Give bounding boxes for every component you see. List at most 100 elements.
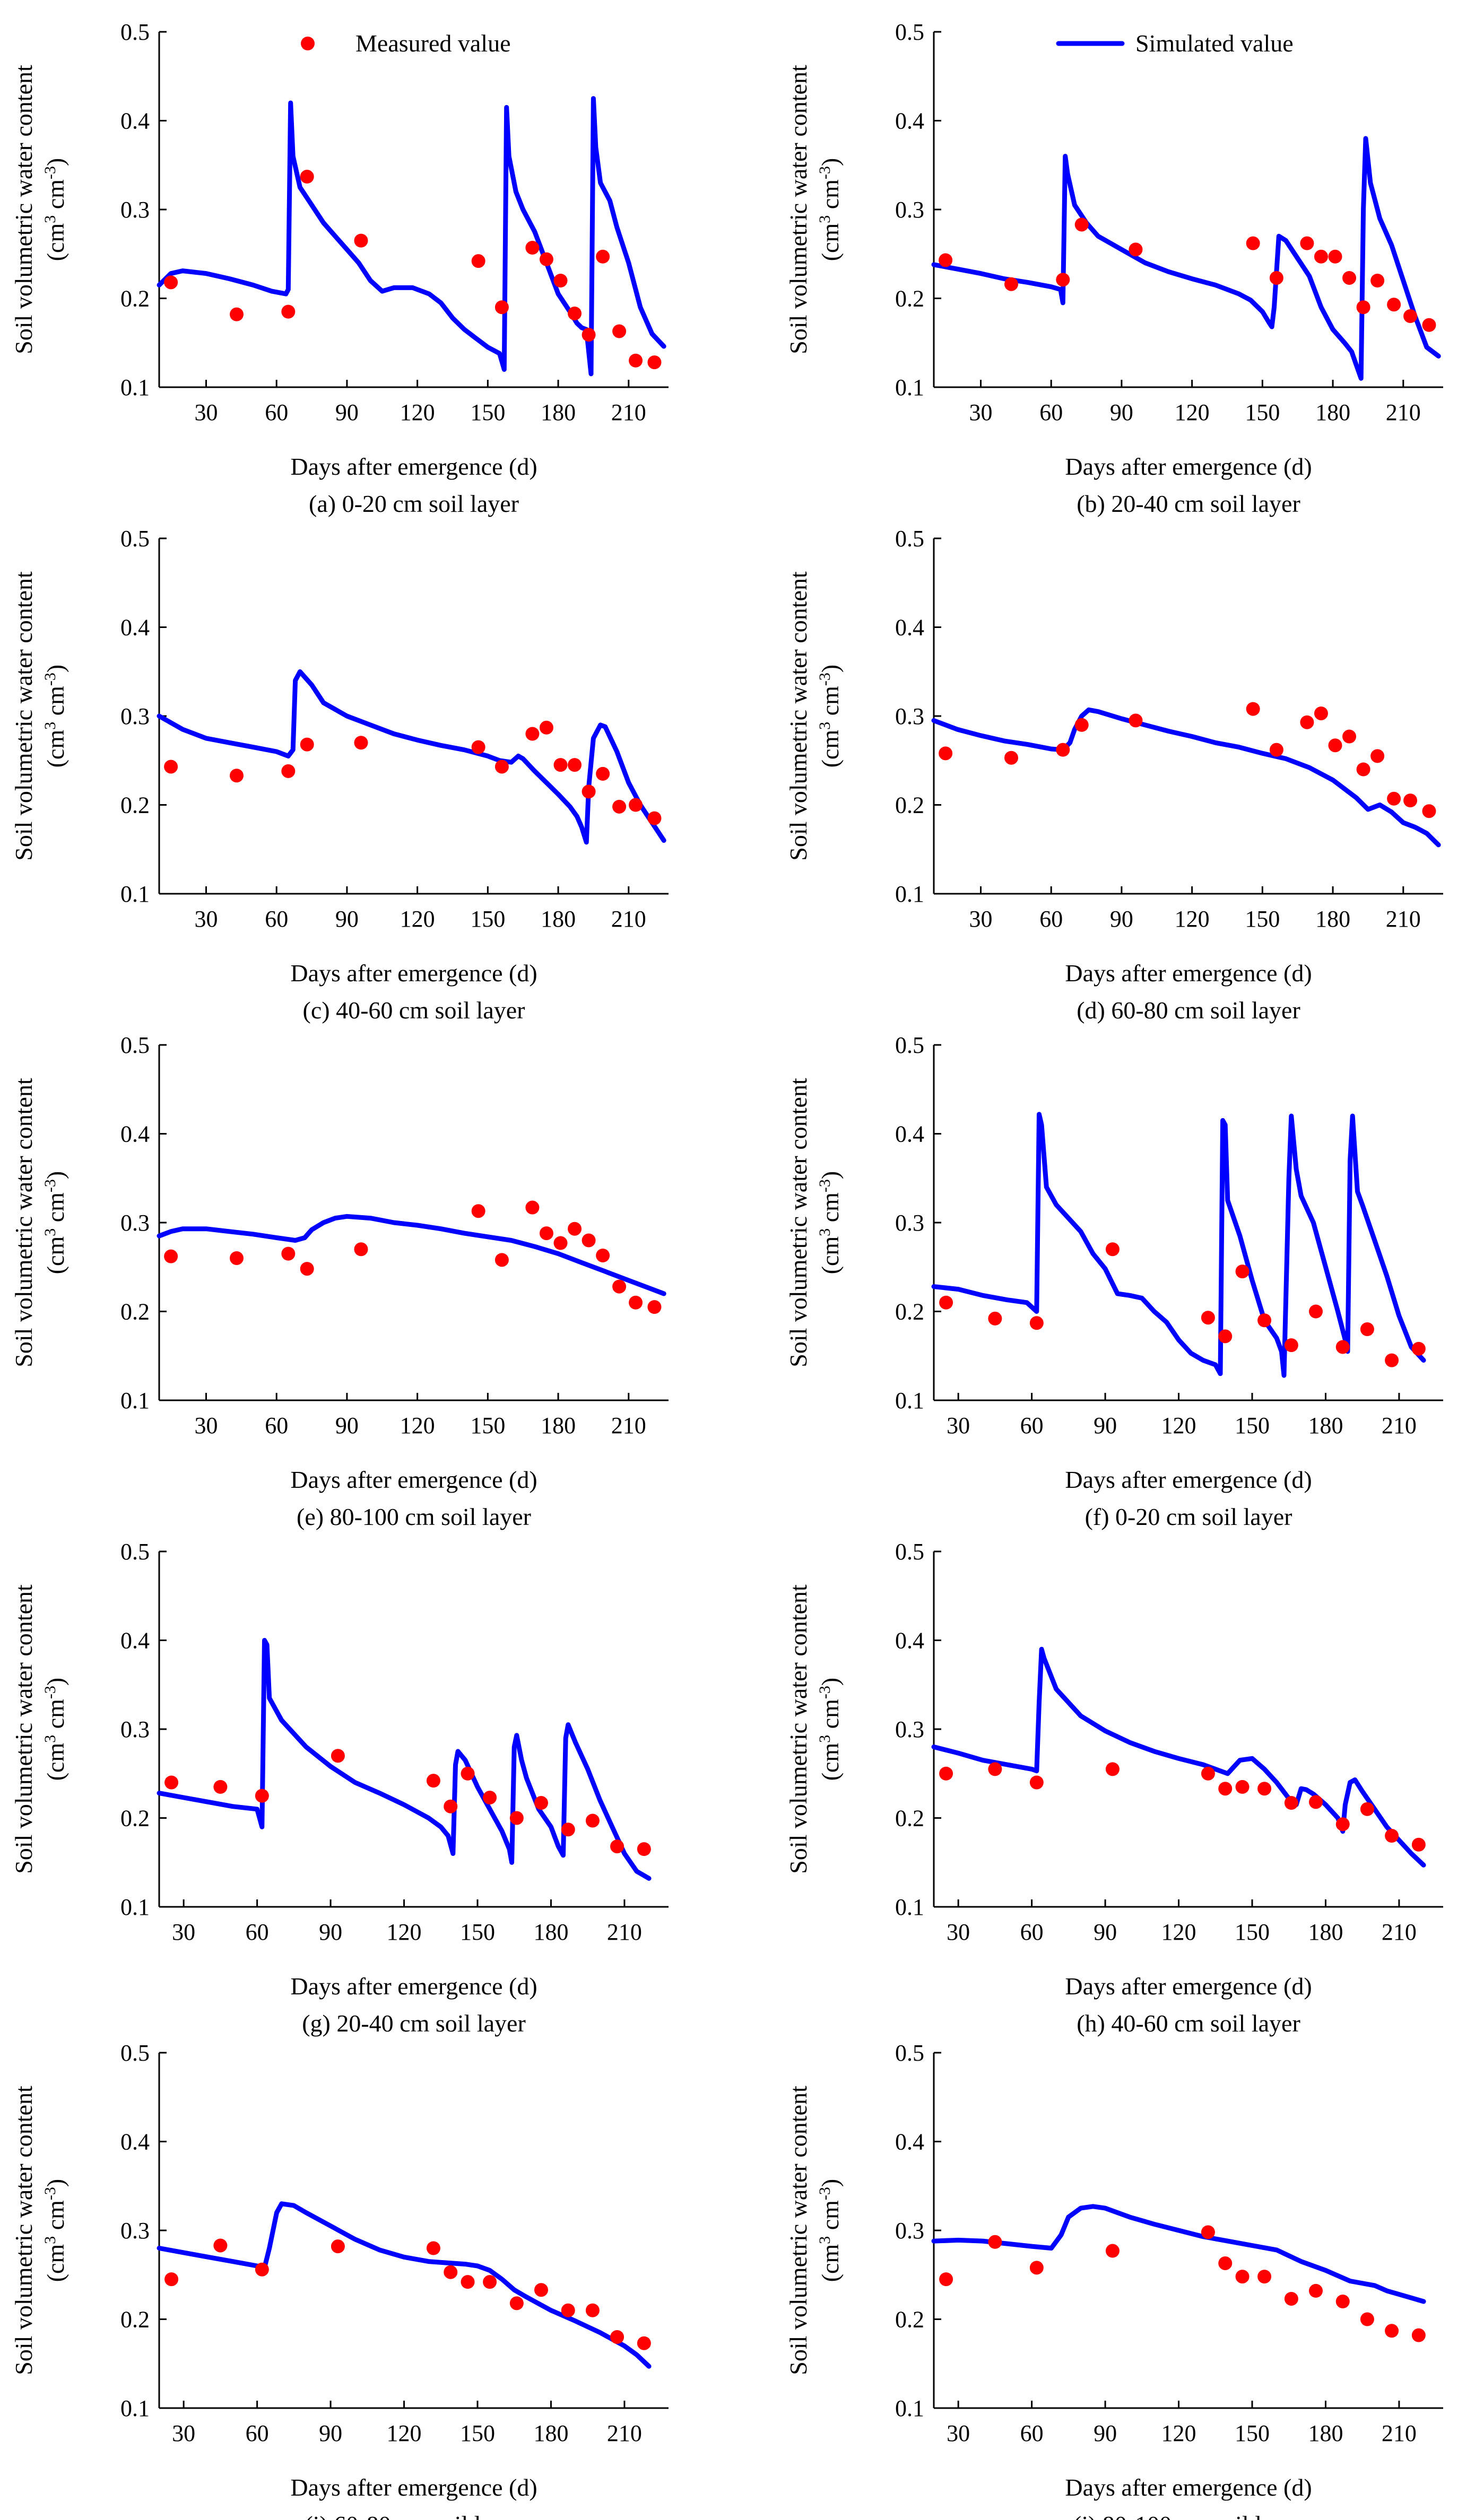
measured-point: [629, 798, 643, 812]
measured-point: [1403, 794, 1418, 808]
x-tick-label: 150: [1235, 1412, 1270, 1438]
measured-point: [988, 1311, 1002, 1326]
y-tick-label: 0.1: [895, 374, 924, 400]
measured-point: [1284, 1796, 1298, 1810]
measured-point: [553, 1236, 568, 1250]
measured-point: [229, 307, 244, 321]
measured-point: [525, 241, 540, 255]
panel-h: 0.1 0.2 0.3 0.4 0.5 30 60 90 120 150 180 210 Days af…: [785, 1539, 1443, 2037]
measured-point: [582, 328, 596, 342]
y-tick-label: 0.3: [120, 2218, 150, 2244]
x-tick-label: 180: [1308, 1412, 1343, 1438]
panel-caption: (b) 20-40 cm soil layer: [1077, 490, 1300, 517]
measured-point: [637, 1842, 651, 1856]
simulated-series-line: [157, 1638, 652, 1881]
y-axis-label: Soil volumetric water content: [10, 2086, 37, 2375]
measured-point: [1360, 2312, 1374, 2326]
measured-point: [939, 2272, 953, 2287]
y-tick-label: 0.4: [120, 2129, 150, 2155]
x-tick-label: 210: [1382, 2420, 1417, 2446]
measured-point: [1129, 713, 1143, 728]
panel-d: 0.1 0.2 0.3 0.4 0.5 30 60 90 120 150 180 210 Days af…: [785, 526, 1443, 1024]
measured-point: [471, 740, 485, 754]
x-tick-label: 150: [470, 1412, 505, 1438]
x-tick-label: 60: [1020, 1412, 1044, 1438]
unit-text: cm: [42, 1192, 69, 1228]
measured-point: [461, 2275, 475, 2289]
unit-superscript: 3: [816, 2236, 834, 2244]
measured-point: [1360, 1802, 1374, 1816]
measured-point: [1201, 1766, 1215, 1781]
measured-point: [1360, 1322, 1374, 1336]
unit-superscript: -3: [816, 1179, 834, 1192]
y-tick-label: 0.4: [895, 108, 924, 134]
measured-point: [300, 170, 314, 184]
panel-c: 0.1 0.2 0.3 0.4 0.5 30 60 90 120 150 180 210 Days af…: [10, 526, 669, 1024]
x-tick-label: 90: [1094, 2420, 1117, 2446]
measured-point: [612, 324, 627, 338]
panel-caption: (f) 0-20 cm soil layer: [1085, 1503, 1292, 1530]
unit-text: (cm: [817, 2244, 844, 2282]
measured-point: [647, 355, 662, 370]
y-axis-unit: (cm3 cm-3): [816, 665, 844, 768]
x-tick-label: 30: [947, 2420, 970, 2446]
measured-point: [255, 1789, 269, 1803]
x-tick-label: 210: [611, 906, 646, 932]
measured-point: [585, 1813, 600, 1828]
measured-point: [1257, 1782, 1272, 1796]
measured-point: [612, 799, 627, 814]
measured-point: [1201, 1311, 1215, 1325]
x-tick-label: 150: [470, 906, 505, 932]
unit-text: (cm: [42, 2244, 69, 2282]
unit-text: (cm: [42, 730, 69, 768]
y-axis-unit: (cm3 cm-3): [41, 158, 70, 261]
y-tick-label: 0.3: [895, 197, 924, 223]
measured-point: [561, 2303, 575, 2317]
x-tick-label: 210: [611, 399, 646, 425]
measured-point: [1105, 1242, 1120, 1257]
y-axis-label: Soil volumetric water content: [785, 65, 812, 354]
simulated-series-line: [157, 96, 666, 377]
measured-point: [1385, 2324, 1399, 2338]
x-tick-label: 180: [1308, 2420, 1343, 2446]
measured-point: [1370, 274, 1385, 287]
measured-point: [1300, 715, 1314, 729]
y-tick-label: 0.1: [895, 881, 924, 907]
x-tick-label: 120: [387, 2420, 422, 2446]
measured-point: [568, 1222, 582, 1236]
x-tick-label: 60: [265, 906, 288, 932]
y-axis-label: Soil volumetric water content: [785, 1584, 812, 1874]
measured-point: [494, 300, 509, 315]
y-axis-label: Soil volumetric water content: [10, 65, 37, 354]
measured-point: [1370, 749, 1385, 763]
measured-point: [553, 274, 568, 287]
y-tick-label: 0.4: [120, 1121, 150, 1147]
y-tick-label: 0.1: [120, 1388, 150, 1414]
measured-point: [1235, 1780, 1250, 1794]
x-tick-label: 210: [611, 1412, 646, 1438]
x-tick-label: 60: [1039, 906, 1063, 932]
y-tick-label: 0.1: [120, 881, 150, 907]
y-tick-label: 0.5: [895, 2040, 924, 2066]
x-tick-label: 30: [172, 2420, 195, 2446]
unit-text: ): [42, 2179, 69, 2187]
measured-point: [1284, 1338, 1298, 1353]
measured-point: [1004, 751, 1018, 765]
unit-superscript: -3: [816, 673, 834, 686]
y-tick-label: 0.2: [120, 2307, 150, 2333]
unit-text: cm: [42, 1699, 69, 1735]
unit-text: cm: [817, 1699, 844, 1735]
x-tick-label: 210: [1382, 1919, 1417, 1945]
unit-text: ): [817, 665, 844, 673]
unit-superscript: 3: [41, 2236, 59, 2244]
x-axis-label: Days after emergence (d): [1065, 1466, 1312, 1493]
y-tick-label: 0.2: [895, 1299, 924, 1325]
y-tick-label: 0.2: [895, 2307, 924, 2333]
measured-point: [471, 254, 485, 268]
x-tick-label: 180: [533, 1919, 568, 1945]
y-axis-label: Soil volumetric water content: [785, 2086, 812, 2375]
y-tick-label: 0.3: [120, 1716, 150, 1742]
measured-point: [494, 760, 509, 774]
panels: 0.1 0.2 0.3 0.4 0.5 30 60 90 120 150 180 210 Days af…: [10, 19, 1443, 2520]
x-tick-label: 120: [400, 1412, 435, 1438]
